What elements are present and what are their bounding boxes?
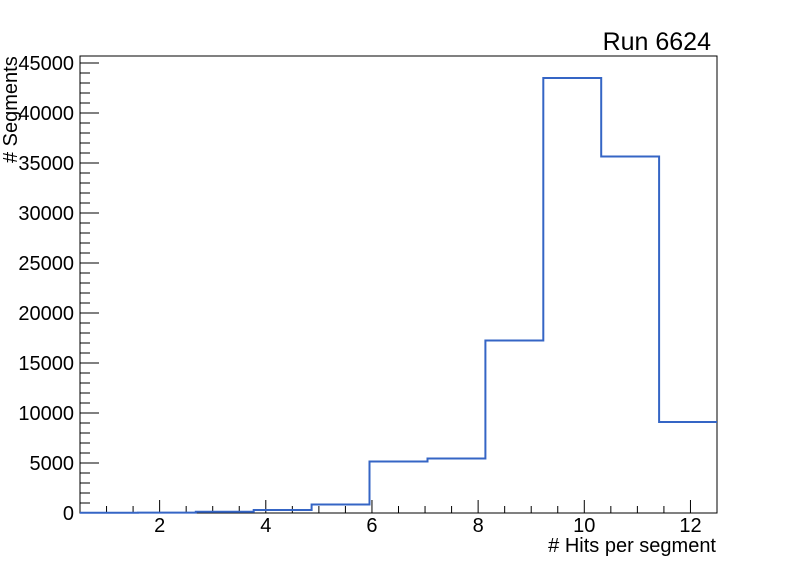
chart-title: Run 6624 <box>603 28 712 56</box>
y-tick-label: 40000 <box>18 103 74 125</box>
y-axis-major-ticks <box>80 62 99 514</box>
x-tick-label: 2 <box>154 515 165 537</box>
y-axis-title: # Segments <box>0 56 22 163</box>
y-tick-label: 25000 <box>18 253 74 275</box>
histogram-step-line <box>80 77 717 514</box>
y-tick-label: 15000 <box>18 353 74 375</box>
y-tick-label: 10000 <box>18 403 74 425</box>
x-axis-tick-labels: 2 4 6 8 10 12 <box>154 515 702 537</box>
x-tick-label: 8 <box>473 515 484 537</box>
x-axis-minor-ticks <box>106 506 665 513</box>
y-tick-label: 20000 <box>18 303 74 325</box>
y-tick-label: 30000 <box>18 203 74 225</box>
y-tick-label: 0 <box>63 503 74 525</box>
y-axis-tick-labels: 0 5000 10000 15000 20000 25000 30000 35000 40000… <box>18 53 74 525</box>
y-axis-minor-ticks <box>80 72 90 504</box>
x-tick-label: 10 <box>573 515 595 537</box>
x-tick-label: 4 <box>260 515 271 537</box>
x-tick-label: 6 <box>366 515 377 537</box>
y-tick-label: 45000 <box>18 53 74 75</box>
y-tick-label: 5000 <box>30 453 75 475</box>
y-tick-label: 35000 <box>18 153 74 175</box>
plot-frame <box>79 55 718 514</box>
x-tick-label: 12 <box>679 515 701 537</box>
x-axis-title: # Hits per segment <box>548 535 716 557</box>
